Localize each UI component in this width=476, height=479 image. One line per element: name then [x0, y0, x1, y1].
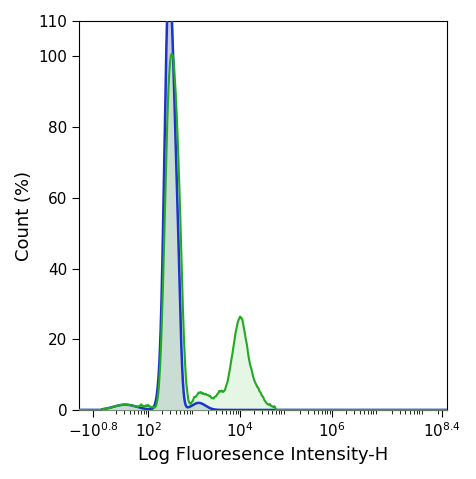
Y-axis label: Count (%): Count (%) — [15, 171, 33, 261]
X-axis label: Log Fluoresence Intensity-H: Log Fluoresence Intensity-H — [138, 446, 388, 464]
